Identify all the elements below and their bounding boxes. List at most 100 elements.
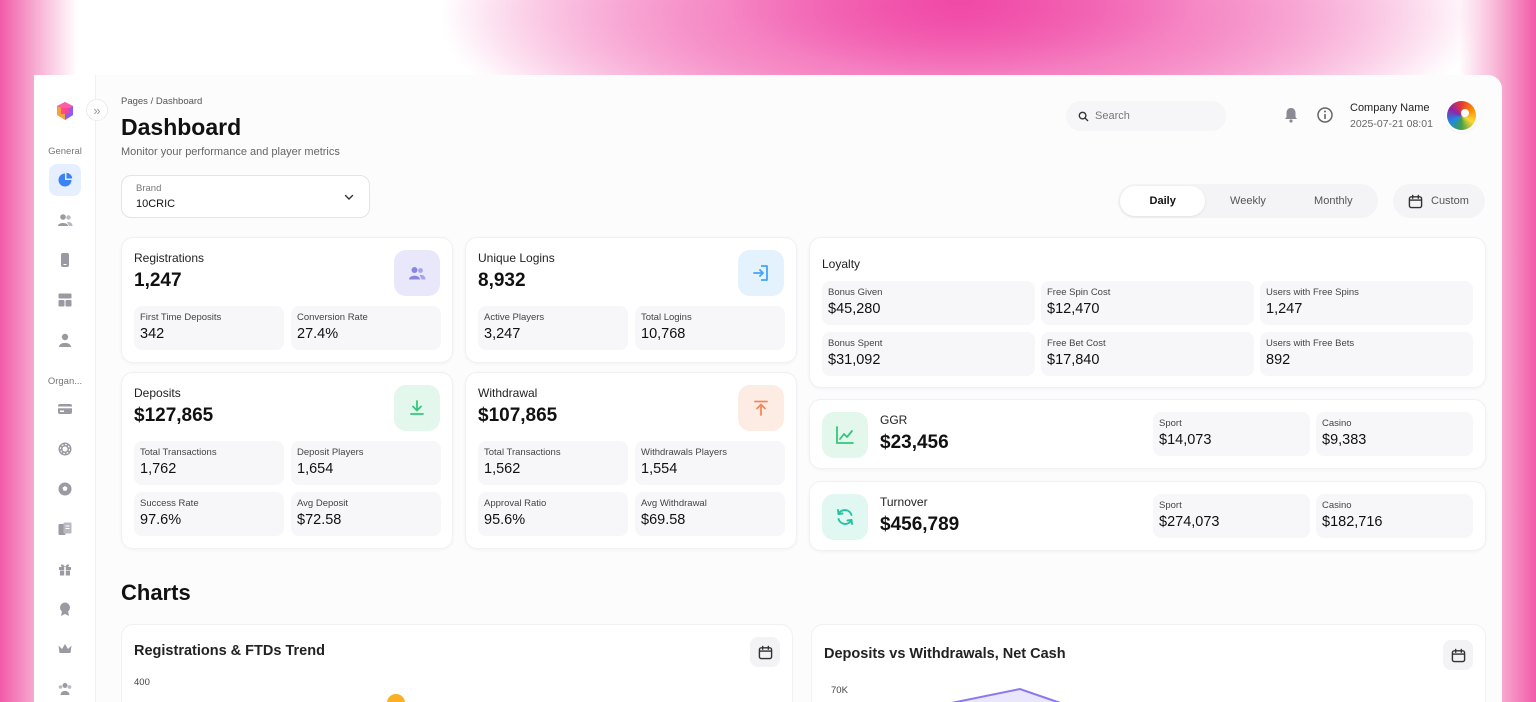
brand-select-label: Brand [136, 183, 162, 194]
stat-label: Free Spin Cost [1047, 287, 1111, 298]
withdrawal-icon-tile [738, 385, 784, 431]
stat-value: 1,562 [484, 461, 521, 477]
brand-select[interactable]: Brand 10CRIC [121, 175, 370, 218]
card-title: Unique Logins [478, 251, 555, 265]
stat-label: Avg Deposit [297, 498, 349, 509]
stat-value: 892 [1266, 352, 1291, 368]
sidebar-item-documents[interactable] [49, 513, 81, 545]
stat-value: 1,762 [140, 461, 177, 477]
double-chevron-right-icon: » [93, 102, 101, 118]
grid-icon [58, 293, 72, 307]
stat-label: Success Rate [140, 498, 199, 509]
custom-range-label: Custom [1431, 195, 1469, 207]
stat-label: Sport [1159, 418, 1182, 429]
users-icon [409, 267, 426, 280]
ggr-icon-tile [822, 412, 868, 458]
search-input[interactable] [1095, 110, 1215, 122]
stat-total-transactions: Total Transactions 1,562 [478, 441, 628, 485]
card-title: Deposits [134, 386, 181, 400]
stat-value: $69.58 [641, 512, 686, 528]
stat-label: Casino [1322, 418, 1352, 429]
chart-title: Registrations & FTDs Trend [134, 643, 325, 659]
breadcrumb[interactable]: Pages / Dashboard [121, 96, 203, 107]
custom-range-button[interactable]: Custom [1393, 184, 1485, 218]
stat-label: Bonus Spent [828, 338, 883, 349]
login-icon [753, 265, 768, 281]
stat-value: 3,247 [484, 326, 521, 342]
bell-icon[interactable] [1282, 106, 1300, 124]
stat-casino: Casino $9,383 [1316, 412, 1473, 456]
current-timestamp: 2025-07-21 08:01 [1350, 118, 1433, 130]
stat-approval-ratio: Approval Ratio 95.6% [478, 492, 628, 536]
stat-label: Total Transactions [484, 447, 561, 458]
card-title: Loyalty [822, 257, 861, 271]
sidebar-item-widgets[interactable] [49, 284, 81, 316]
sidebar-group-organization: Organ... [47, 376, 83, 387]
turnover-card: Turnover $456,789 Sport $274,073 Casino … [809, 481, 1486, 551]
card-title: Turnover [880, 495, 928, 509]
stat-value: 1,554 [641, 461, 678, 477]
stat-value: $274,073 [1159, 514, 1220, 530]
period-weekly[interactable]: Weekly [1230, 195, 1266, 207]
crown-icon [58, 644, 72, 653]
brand-select-value: 10CRIC [136, 198, 176, 210]
stat-label: Approval Ratio [484, 498, 547, 509]
stat-label: Active Players [484, 312, 545, 323]
deposits-icon-tile [394, 385, 440, 431]
sidebar-item-dashboard[interactable] [49, 164, 81, 196]
card-value: 1,247 [134, 270, 182, 291]
card-icon [58, 404, 72, 414]
y-tick-label: 70K [831, 685, 848, 696]
sidebar-item-vip[interactable] [49, 633, 81, 665]
gift-icon [59, 564, 71, 576]
period-monthly[interactable]: Monthly [1314, 195, 1353, 207]
stat-label: Users with Free Bets [1266, 338, 1355, 349]
sidebar-item-cards[interactable] [49, 393, 81, 425]
mobile-icon [61, 253, 69, 267]
sidebar-item-mobile[interactable] [49, 244, 81, 276]
withdrawal-card: Withdrawal $107,865 Total Transactions 1… [465, 372, 797, 549]
stat-label: Total Transactions [140, 447, 217, 458]
card-value: 8,932 [478, 270, 526, 291]
brand-logo-icon [57, 102, 73, 120]
pie-chart-icon [58, 172, 73, 187]
stat-value: $182,716 [1322, 514, 1383, 530]
sidebar-item-bonuses[interactable] [49, 553, 81, 585]
period-daily[interactable]: Daily [1120, 186, 1206, 216]
sidebar-item-profile[interactable] [49, 324, 81, 356]
stat-conversion-rate: Conversion Rate 27.4% [291, 306, 441, 350]
chart-date-button[interactable] [1443, 640, 1473, 670]
stat-label: Deposit Players [297, 447, 364, 458]
search-bar[interactable] [1066, 101, 1226, 131]
stat-sport: Sport $274,073 [1153, 494, 1310, 538]
info-icon[interactable] [1316, 106, 1334, 124]
sidebar-item-settings[interactable] [49, 433, 81, 465]
search-icon [1078, 111, 1089, 121]
period-toggle: Daily Weekly Monthly [1118, 184, 1378, 218]
card-title: GGR [880, 413, 908, 427]
collapse-sidebar-button[interactable]: » [86, 99, 108, 121]
deposits-withdrawals-chart: Deposits vs Withdrawals, Net Cash 70K [811, 624, 1486, 702]
chart-date-button[interactable] [750, 637, 780, 667]
page-title: Dashboard [121, 114, 242, 140]
stat-free-spin-cost: Free Spin Cost $12,470 [1041, 281, 1254, 325]
stat-withdrawals-players: Withdrawals Players 1,554 [635, 441, 785, 485]
sidebar-item-teams[interactable] [49, 673, 81, 702]
stat-value: 1,654 [297, 461, 334, 477]
turnover-icon-tile [822, 494, 868, 540]
card-title: Withdrawal [478, 386, 538, 400]
avatar[interactable] [1447, 101, 1476, 130]
stat-label: Users with Free Spins [1266, 287, 1359, 298]
chevron-down-icon [344, 194, 354, 200]
sidebar-item-players[interactable] [49, 204, 81, 236]
chart-series-line [951, 687, 1061, 702]
sidebar-item-sports[interactable] [49, 473, 81, 505]
stat-label: Withdrawals Players [641, 447, 728, 458]
card-value: $107,865 [478, 405, 558, 426]
sidebar-item-awards[interactable] [49, 593, 81, 625]
unique-logins-card: Unique Logins 8,932 Active Players 3,247… [465, 237, 797, 363]
loyalty-card: Loyalty Bonus Given $45,280 Free Spin Co… [809, 237, 1486, 388]
stat-label: Total Logins [641, 312, 692, 323]
stat-value: $45,280 [828, 301, 881, 317]
stat-label: Conversion Rate [297, 312, 368, 323]
